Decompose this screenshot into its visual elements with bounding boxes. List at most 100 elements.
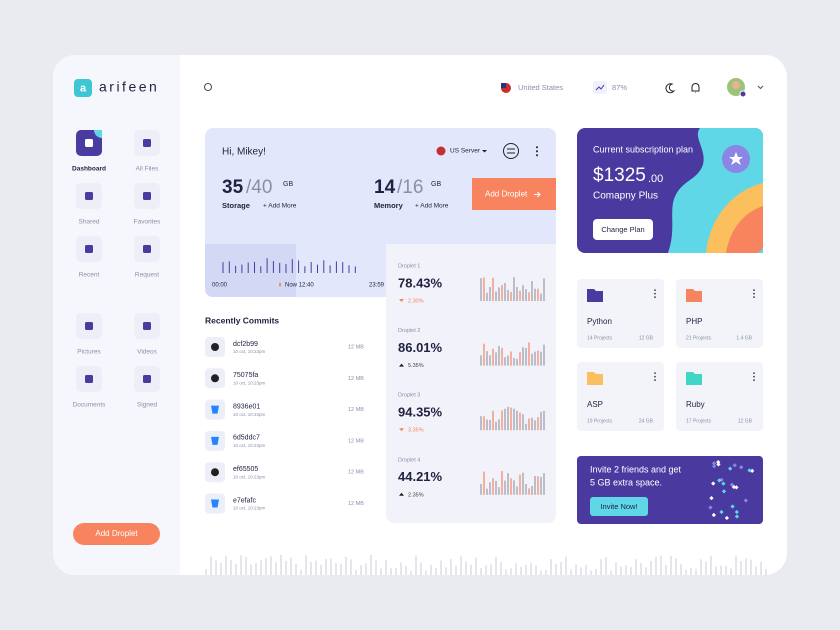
memory-used: 14 xyxy=(374,177,396,198)
storage-unit: GB xyxy=(283,181,293,188)
confetti-piece xyxy=(708,505,713,510)
sidebar xyxy=(53,55,180,575)
nav-label[interactable]: Favorites xyxy=(134,219,161,226)
folder-name: Ruby xyxy=(686,400,705,409)
confetti-piece xyxy=(712,464,717,469)
nav-glyph xyxy=(85,245,93,253)
commit-size: 12 MB xyxy=(348,344,364,350)
commit-hash: dcf2b99 xyxy=(233,341,258,348)
nav-label[interactable]: Dashboard xyxy=(72,166,106,173)
droplet-value: 44.21% xyxy=(398,469,443,484)
confetti-piece xyxy=(724,515,730,521)
change-plan-label[interactable]: Change Plan xyxy=(601,225,644,234)
account-menu[interactable] xyxy=(757,85,764,90)
confetti-piece xyxy=(732,463,737,468)
commit-date: 10 oct, 10:23pm xyxy=(233,474,266,479)
droplet-change: 2.30% xyxy=(408,298,424,304)
folder-size: 12 GB xyxy=(639,335,654,341)
timeline-end: 23:59 xyxy=(369,283,385,289)
storage-more[interactable]: + Add More xyxy=(263,203,297,210)
bitbucket-glyph xyxy=(211,436,219,445)
nav-label[interactable]: Signed xyxy=(137,402,158,409)
subscription-price: $1325 xyxy=(593,165,646,186)
nav-label[interactable]: Videos xyxy=(137,349,158,356)
add-droplet-label[interactable]: Add Droplet xyxy=(95,529,138,538)
commit-hash: 75075fa xyxy=(233,372,258,379)
droplet-value: 94.35% xyxy=(398,405,443,420)
add-droplet-button[interactable] xyxy=(73,523,160,545)
confetti-piece xyxy=(734,485,739,490)
droplet-value: 86.01% xyxy=(398,340,443,355)
timeline-now: Now 12:40 xyxy=(285,283,314,289)
confetti-piece xyxy=(728,466,733,471)
now-icon xyxy=(279,282,281,287)
droplet-change: 2.35% xyxy=(408,492,424,498)
arrow xyxy=(534,191,541,198)
nav-label[interactable]: Shared xyxy=(79,219,100,226)
memory-more[interactable]: + Add More xyxy=(415,203,449,210)
server[interactable]: US Server xyxy=(450,148,481,155)
commit-hash: 6d5ddc7 xyxy=(233,435,260,442)
logo-letter: a xyxy=(80,82,87,94)
confetti-piece xyxy=(730,504,735,509)
confetti-piece xyxy=(711,461,717,466)
avatar-face xyxy=(732,81,740,89)
nav-glyph xyxy=(143,192,151,200)
blob-orange xyxy=(726,206,763,253)
flag-canton xyxy=(501,83,506,88)
notifications[interactable] xyxy=(691,83,700,94)
confetti-piece xyxy=(721,481,726,486)
card-add-droplet-label[interactable]: Add Droplet xyxy=(485,190,528,199)
storage-used: 35 xyxy=(222,177,244,198)
droplet-panel xyxy=(386,244,556,523)
confetti xyxy=(708,460,755,521)
memory-total: /16 xyxy=(397,177,423,198)
folder-projects: 14 Projects xyxy=(587,335,613,341)
commit-date: 10 oct, 10:23pm xyxy=(233,443,266,448)
droplet-change: 5.35% xyxy=(408,363,424,369)
nav-glyph xyxy=(85,375,93,383)
timeline-ticks xyxy=(222,258,356,273)
nav-label[interactable]: Pictures xyxy=(77,349,101,356)
stat-value: 87% xyxy=(612,83,627,92)
nav-label[interactable]: Recent xyxy=(79,272,100,279)
commit-date: 10 oct, 10:23pm xyxy=(233,380,266,385)
nav-label[interactable]: All Files xyxy=(136,166,160,173)
folder-name: PHP xyxy=(686,317,702,326)
plan-star xyxy=(729,152,743,165)
confetti-piece xyxy=(739,465,744,470)
settings-button[interactable] xyxy=(503,143,519,159)
commit-date: 10 oct, 10:23pm xyxy=(233,506,266,511)
trend-arrow xyxy=(399,299,404,302)
search-icon[interactable] xyxy=(203,82,213,92)
commit-size: 12 MB xyxy=(348,438,364,444)
theme-toggle[interactable] xyxy=(665,83,676,94)
nav-label[interactable]: Request xyxy=(135,272,159,279)
bitbucket-glyph xyxy=(211,405,219,414)
card-add-droplet[interactable] xyxy=(472,178,556,210)
confetti-piece xyxy=(743,498,748,503)
github-glyph xyxy=(211,374,219,383)
github-glyph xyxy=(211,343,219,351)
logo xyxy=(74,79,92,97)
folder-projects: 19 Projects xyxy=(587,418,613,424)
folder-projects: 17 Projects xyxy=(686,418,712,424)
stat-arrow xyxy=(595,84,605,91)
country[interactable]: United States xyxy=(518,83,563,92)
nav-glyph xyxy=(85,322,93,330)
server-dropdown[interactable] xyxy=(482,150,487,153)
change-plan-button[interactable] xyxy=(593,219,653,240)
greeting: Hi, Mikey! xyxy=(222,147,266,158)
brand: arifeen xyxy=(99,79,159,95)
nav-glyph xyxy=(85,139,93,147)
trend-arrow xyxy=(399,363,404,367)
invite-button-label[interactable]: Invite Now! xyxy=(600,502,637,511)
commit-date: 10 oct, 10:23pm xyxy=(233,349,266,354)
folder-icon xyxy=(587,289,603,302)
nav-label[interactable]: Documents xyxy=(73,402,107,409)
invite-button[interactable] xyxy=(590,497,648,516)
github-glyph xyxy=(211,468,219,477)
folder-icon xyxy=(686,372,702,385)
confetti-piece xyxy=(717,478,722,483)
